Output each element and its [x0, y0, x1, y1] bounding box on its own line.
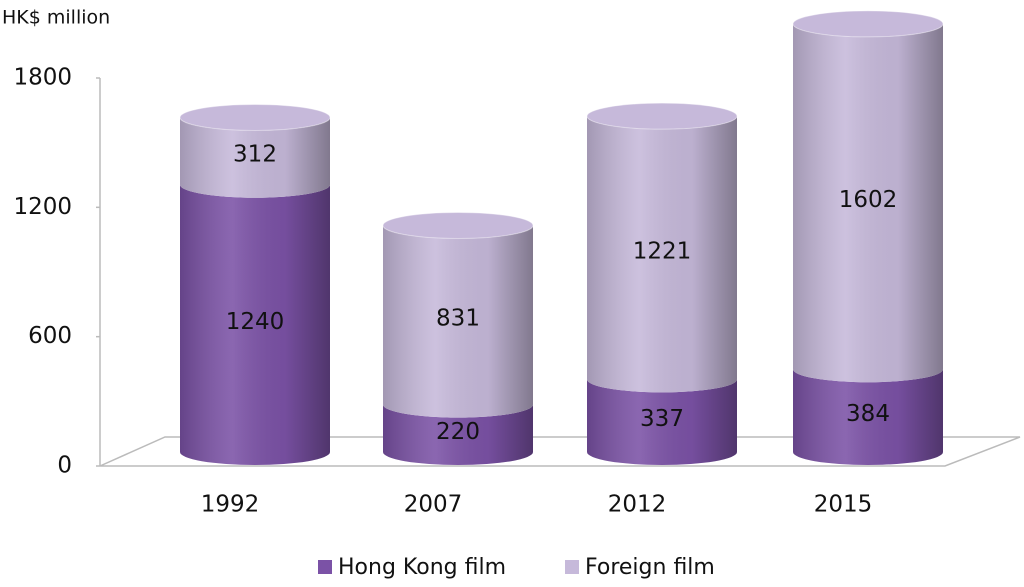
value-label: 220 — [436, 419, 480, 445]
y-tick-label: 1800 — [13, 65, 72, 91]
y-tick-label: 0 — [57, 453, 72, 479]
segment-shade — [180, 184, 330, 465]
cylinder-top — [179, 103, 331, 131]
x-tick-label: 2007 — [404, 492, 463, 518]
cylinder-top — [586, 102, 738, 130]
segment-shade — [793, 369, 943, 465]
segment-shade — [180, 117, 330, 198]
legend-swatch — [565, 560, 579, 574]
y-tick-label: 1200 — [13, 194, 72, 220]
segment-shade — [383, 404, 533, 465]
segment-shade — [383, 225, 533, 418]
cylinder-top — [382, 211, 534, 239]
x-tick-label: 2012 — [608, 492, 667, 518]
legend-swatch — [318, 560, 332, 574]
y-axis-label: HK$ million — [2, 7, 110, 29]
segment-shade — [587, 379, 737, 465]
value-label: 831 — [436, 306, 480, 332]
legend-label: Foreign film — [585, 555, 715, 580]
value-label: 337 — [640, 406, 684, 432]
legend-label: Hong Kong film — [338, 555, 506, 580]
cylinder-top — [792, 10, 944, 38]
value-label: 1602 — [839, 187, 898, 213]
value-label: 1240 — [226, 309, 285, 335]
x-tick-label: 1992 — [201, 492, 260, 518]
segment-shade — [587, 116, 737, 393]
value-label: 312 — [233, 142, 277, 168]
value-label: 1221 — [633, 238, 692, 264]
value-label: 384 — [846, 401, 890, 427]
x-tick-label: 2015 — [814, 492, 873, 518]
segment-shade — [793, 23, 943, 383]
y-tick-label: 600 — [28, 323, 72, 349]
